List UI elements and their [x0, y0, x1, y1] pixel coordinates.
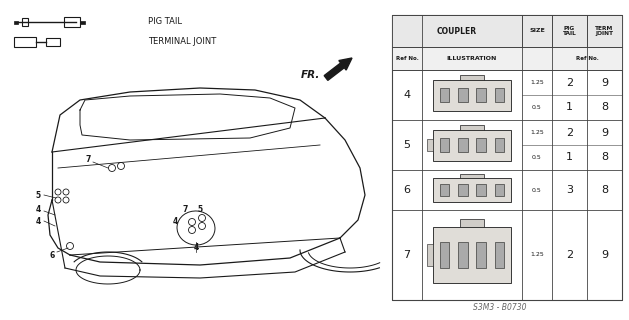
Bar: [22, 18, 28, 26]
Text: 1.25: 1.25: [530, 80, 544, 85]
Text: 5: 5: [198, 205, 203, 214]
Text: 5: 5: [403, 140, 411, 150]
Bar: [494, 243, 504, 268]
Bar: [440, 138, 449, 152]
Text: 2: 2: [566, 127, 573, 138]
Bar: [440, 88, 449, 102]
Text: 8: 8: [601, 102, 608, 113]
Bar: [440, 243, 449, 268]
Bar: [494, 88, 504, 102]
Bar: [458, 88, 467, 102]
Text: 4: 4: [35, 218, 41, 227]
Text: 2: 2: [566, 77, 573, 87]
Text: 9: 9: [601, 250, 608, 260]
Text: 4: 4: [172, 218, 177, 227]
Bar: [476, 243, 486, 268]
Text: 1: 1: [566, 153, 573, 163]
Text: 3: 3: [566, 185, 573, 195]
Text: FR.: FR.: [301, 70, 320, 80]
Text: 4: 4: [403, 90, 411, 100]
Text: COUPLER: COUPLER: [437, 27, 477, 36]
Bar: [460, 174, 484, 178]
Text: 0.5: 0.5: [532, 188, 542, 193]
Bar: [392, 15, 622, 47]
Text: 5: 5: [35, 190, 40, 199]
Bar: [460, 219, 484, 227]
Text: 1: 1: [566, 102, 573, 113]
Bar: [460, 75, 484, 79]
Bar: [392, 47, 622, 70]
Bar: [433, 130, 511, 161]
Text: 4: 4: [193, 244, 199, 252]
Text: TERM
JOINT: TERM JOINT: [596, 26, 614, 36]
Bar: [433, 227, 511, 283]
Text: 1.25: 1.25: [530, 252, 544, 258]
Text: 7: 7: [86, 156, 91, 164]
Text: SIZE: SIZE: [529, 28, 545, 34]
Text: ILLUSTRATION: ILLUSTRATION: [447, 56, 497, 61]
Text: 6: 6: [403, 185, 411, 195]
Bar: [476, 138, 486, 152]
Text: PIG TAIL: PIG TAIL: [148, 18, 182, 27]
Bar: [426, 244, 433, 266]
Bar: [476, 184, 486, 196]
Bar: [426, 139, 433, 151]
Text: 8: 8: [601, 185, 608, 195]
Text: 7: 7: [182, 205, 187, 214]
Text: Ref No.: Ref No.: [396, 56, 418, 61]
Text: S3M3 - B0730: S3M3 - B0730: [473, 303, 526, 313]
Bar: [440, 184, 449, 196]
Text: 0.5: 0.5: [532, 155, 542, 160]
Bar: [494, 138, 504, 152]
Bar: [476, 88, 486, 102]
Text: Ref No.: Ref No.: [576, 56, 598, 61]
Text: 4: 4: [35, 205, 41, 214]
Bar: [433, 178, 511, 203]
FancyArrow shape: [324, 58, 352, 80]
Text: 0.5: 0.5: [532, 105, 542, 110]
Text: 9: 9: [601, 77, 608, 87]
Text: 1.25: 1.25: [530, 130, 544, 135]
Text: PIG
TAIL: PIG TAIL: [562, 26, 576, 36]
Bar: [433, 79, 511, 110]
Text: 7: 7: [403, 250, 411, 260]
Bar: [460, 125, 484, 130]
Bar: [14, 20, 18, 23]
Bar: [458, 184, 467, 196]
Bar: [80, 20, 85, 23]
Bar: [458, 138, 467, 152]
Text: 6: 6: [49, 251, 55, 260]
Bar: [494, 184, 504, 196]
Text: 8: 8: [601, 153, 608, 163]
Bar: [14, 37, 36, 47]
Bar: [64, 17, 80, 27]
Bar: [458, 243, 467, 268]
Text: 9: 9: [601, 127, 608, 138]
Text: 2: 2: [566, 250, 573, 260]
Bar: [46, 38, 60, 46]
Text: TERMINAL JOINT: TERMINAL JOINT: [148, 37, 216, 46]
Bar: [392, 15, 622, 300]
